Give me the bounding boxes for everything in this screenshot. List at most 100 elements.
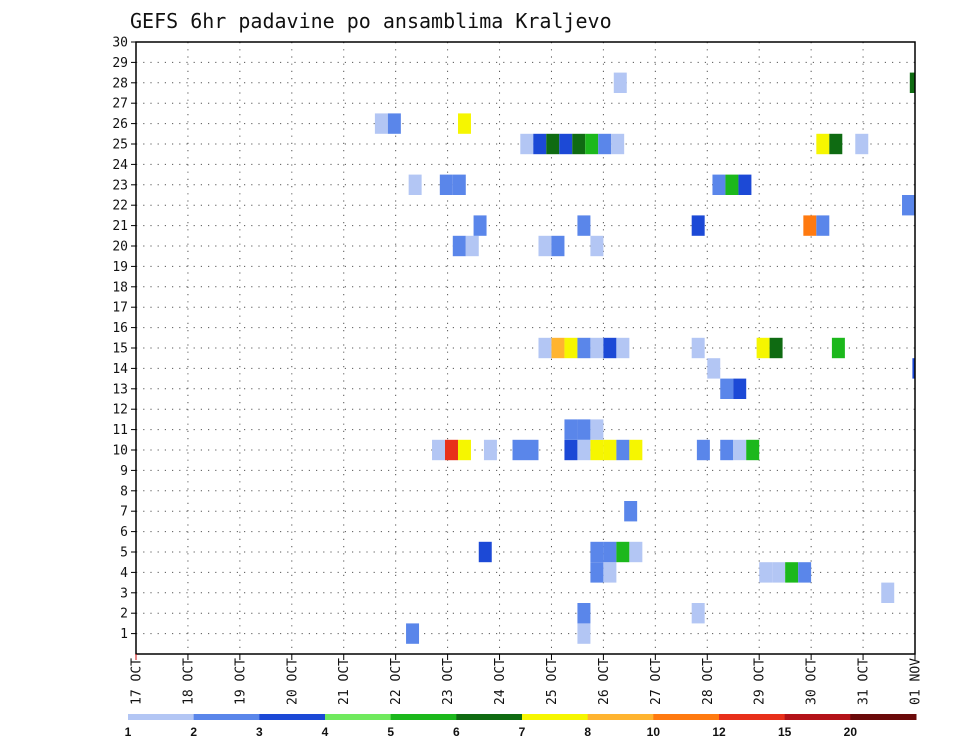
colorbar-label: 8 <box>584 725 591 739</box>
y-tick-label: 1 <box>120 627 128 642</box>
colorbar-segment <box>850 714 917 720</box>
y-tick-label: 17 <box>112 301 128 316</box>
x-axis-ticks: 17 OCT 18 OCT 19 OCT 20 OCT 21 OCT 22 OCT 23 O… <box>130 654 924 705</box>
y-tick-label: 9 <box>120 464 128 479</box>
data-cells <box>374 72 915 644</box>
data-cell <box>831 337 845 359</box>
data-cell <box>616 439 630 461</box>
data-cell <box>738 174 752 195</box>
colorbar-segment <box>719 714 786 720</box>
data-cell <box>590 419 604 440</box>
colorbar-label: 6 <box>453 725 460 739</box>
colorbar-segment <box>456 714 523 720</box>
data-cell <box>473 215 487 236</box>
data-cell <box>452 235 466 257</box>
y-tick-label: 3 <box>120 586 128 601</box>
y-tick-label: 11 <box>112 423 128 438</box>
colorbar-label: 2 <box>190 725 197 739</box>
colorbar-label: 7 <box>519 725 526 739</box>
y-tick-label: 27 <box>112 97 128 112</box>
data-cell <box>769 337 783 359</box>
data-cell <box>432 439 446 461</box>
y-tick-label: 12 <box>112 403 128 418</box>
y-tick-label: 13 <box>112 382 128 397</box>
data-cell <box>533 133 547 155</box>
data-cell <box>551 337 565 359</box>
data-cell <box>881 582 895 603</box>
x-tick-label: 21 OCT <box>337 658 352 705</box>
y-tick-label: 21 <box>112 219 128 234</box>
x-tick-label: 31 OCT <box>857 658 872 705</box>
data-cell <box>564 337 578 359</box>
data-cell <box>465 235 479 257</box>
data-cell <box>590 562 604 583</box>
data-cell <box>624 501 638 522</box>
colorbar-segment <box>522 714 589 720</box>
data-cell <box>629 541 643 563</box>
x-tick-label: 20 OCT <box>285 658 300 705</box>
colorbar-segment <box>193 714 260 720</box>
data-cell <box>616 541 630 563</box>
x-tick-label: 24 OCT <box>493 658 508 705</box>
data-cell <box>585 133 599 155</box>
colorbar-label: 10 <box>647 725 661 739</box>
data-cell <box>603 439 617 461</box>
x-tick-label: 28 OCT <box>701 658 716 705</box>
data-cell <box>691 337 705 359</box>
y-tick-label: 8 <box>120 484 128 499</box>
data-cell <box>816 215 830 236</box>
chart-title: GEFS 6hr padavine po ansamblima Kraljevo <box>130 9 612 33</box>
y-tick-label: 6 <box>120 525 128 540</box>
data-cell <box>577 215 591 236</box>
y-tick-label: 29 <box>112 56 128 71</box>
data-cell <box>406 623 420 644</box>
data-cell <box>816 133 830 155</box>
data-cell <box>909 72 915 93</box>
data-cell <box>855 133 869 155</box>
data-cell <box>772 562 786 583</box>
data-cell <box>564 419 578 440</box>
data-cell <box>603 562 617 583</box>
x-tick-label: 23 OCT <box>441 658 456 705</box>
data-cell <box>577 623 591 644</box>
data-cell <box>374 113 388 134</box>
x-tick-label: 19 OCT <box>233 658 248 705</box>
y-tick-label: 5 <box>120 546 128 561</box>
y-tick-label: 18 <box>112 280 128 295</box>
colorbar-label: 12 <box>712 725 726 739</box>
data-cell <box>577 419 591 440</box>
data-cell <box>829 133 843 155</box>
y-tick-label: 24 <box>112 158 128 173</box>
data-cell <box>520 133 534 155</box>
data-cell <box>696 439 710 461</box>
data-cell <box>590 439 604 461</box>
y-tick-label: 30 <box>112 36 128 51</box>
data-cell <box>691 215 705 236</box>
data-cell <box>720 439 734 461</box>
data-cell <box>577 603 591 624</box>
data-cell <box>756 337 770 359</box>
y-tick-label: 19 <box>112 260 128 275</box>
y-tick-label: 7 <box>120 505 128 520</box>
colorbar-label: 20 <box>844 725 858 739</box>
data-cell <box>733 378 747 399</box>
data-cell <box>733 439 747 461</box>
data-cell <box>445 439 458 461</box>
data-cell <box>572 133 586 155</box>
x-tick-label: 30 OCT <box>805 658 820 705</box>
y-tick-label: 10 <box>112 444 128 459</box>
data-cell <box>538 337 552 359</box>
colorbar-segment <box>390 714 457 720</box>
colorbar-segment <box>259 714 326 720</box>
data-cell <box>439 174 453 195</box>
y-tick-label: 4 <box>120 566 128 581</box>
data-cell <box>551 235 565 257</box>
data-cell <box>629 439 643 461</box>
x-tick-label: 29 OCT <box>753 658 768 705</box>
data-cell <box>590 235 604 257</box>
x-tick-label: 01 NOV <box>909 658 924 705</box>
y-tick-label: 26 <box>112 117 128 132</box>
y-tick-label: 20 <box>112 240 128 255</box>
y-tick-label: 14 <box>112 362 128 377</box>
data-cell <box>616 337 630 359</box>
